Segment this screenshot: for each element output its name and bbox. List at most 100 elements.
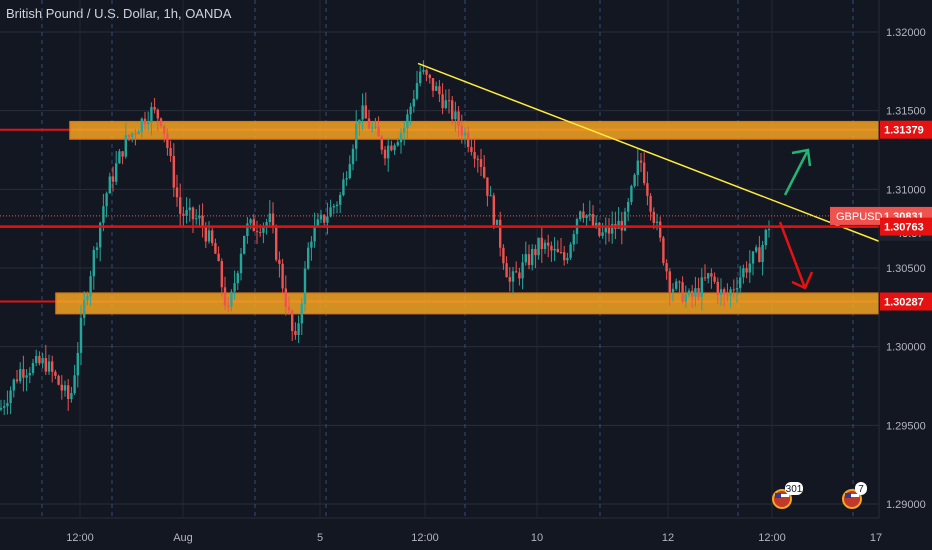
candle-body xyxy=(169,147,172,156)
candle-body xyxy=(150,107,153,123)
candle-body xyxy=(540,237,543,250)
price-tick-label: 1.31000 xyxy=(886,184,926,196)
candle-body xyxy=(115,163,118,182)
candle-body xyxy=(278,259,281,264)
candle-body xyxy=(134,133,137,135)
candle-body xyxy=(745,268,748,273)
candle-body xyxy=(127,134,131,138)
candle-body xyxy=(367,118,371,129)
time-axis-bg xyxy=(0,518,932,550)
candle-body xyxy=(179,197,182,214)
price-axis: 1.32000 1.31500 1.31000 1.30500 1.30000 1.295… xyxy=(878,0,932,550)
candle-body xyxy=(239,253,243,274)
candle-body xyxy=(233,283,236,292)
flag-canton xyxy=(775,493,781,498)
candle-body xyxy=(57,375,60,385)
candle-body xyxy=(563,252,566,261)
price-tick-label: 1.29000 xyxy=(886,499,926,511)
support-zone xyxy=(55,292,880,315)
candle-body xyxy=(633,174,636,187)
candle-body xyxy=(441,94,444,109)
candle-body xyxy=(527,254,531,265)
candle-body xyxy=(76,352,79,376)
badge-count-bg xyxy=(855,482,867,495)
candle-body xyxy=(31,362,35,374)
candles xyxy=(0,60,771,415)
resistance-price-label: 1.31379 xyxy=(884,125,924,137)
zones xyxy=(0,120,880,315)
candle-body xyxy=(92,249,95,277)
candle-body xyxy=(643,162,646,184)
candle-body xyxy=(259,231,262,233)
candle-body xyxy=(403,128,406,133)
candle-body xyxy=(102,206,105,223)
candle-body xyxy=(569,244,572,258)
badge-count: 7 xyxy=(858,484,864,495)
candle-body xyxy=(111,176,115,182)
candle-body xyxy=(707,273,710,279)
candle-body xyxy=(303,268,307,304)
candle-body xyxy=(585,215,588,219)
resistance-price-label-bg xyxy=(880,120,932,139)
candle-body xyxy=(380,136,383,150)
candle-body xyxy=(467,132,470,148)
candle-body xyxy=(137,131,140,135)
price-tick-label: 1.29500 xyxy=(886,420,926,432)
candle-body xyxy=(668,271,671,293)
candle-body xyxy=(227,305,230,307)
candle-body xyxy=(118,151,121,164)
candle-body xyxy=(652,211,655,223)
candle-body xyxy=(444,100,447,109)
candle-body xyxy=(457,111,460,126)
candle-body xyxy=(204,227,207,242)
candle-body xyxy=(246,223,249,236)
candle-body xyxy=(143,118,147,125)
time-tick-label: 12:00 xyxy=(411,532,439,544)
candle-body xyxy=(764,229,767,245)
candle-body xyxy=(716,281,719,295)
candle-body xyxy=(3,406,6,408)
candle-body xyxy=(617,220,620,229)
candle-body xyxy=(582,211,585,219)
price-tick-label: 1.31500 xyxy=(886,106,926,118)
candle-body xyxy=(35,356,38,363)
candle-body xyxy=(495,219,499,225)
candle-body xyxy=(531,249,534,265)
arrow-up-icon xyxy=(783,149,810,196)
candle-body xyxy=(729,289,732,296)
candle-body xyxy=(89,276,92,297)
candle-body xyxy=(742,268,745,278)
price-tick-label: 1.30500 xyxy=(886,263,926,275)
candle-body xyxy=(547,242,550,246)
candle-body xyxy=(332,206,335,208)
candle-body xyxy=(419,71,422,84)
candle-body xyxy=(15,379,19,382)
candle-body xyxy=(156,109,159,119)
candle-body xyxy=(153,107,156,110)
candle-body xyxy=(243,235,246,254)
candle-body xyxy=(463,132,467,136)
candle-body xyxy=(67,385,70,399)
candle-body xyxy=(697,288,700,297)
candle-body xyxy=(326,216,329,223)
candle-body xyxy=(300,303,303,324)
candle-body xyxy=(499,219,502,248)
candle-body xyxy=(220,261,223,288)
candle-body xyxy=(361,105,364,120)
support-price-label: 1.30287 xyxy=(884,297,924,309)
candle-body xyxy=(483,166,486,178)
candle-body xyxy=(726,294,729,296)
candle-body xyxy=(163,125,166,134)
candle-body xyxy=(60,384,63,391)
candle-body xyxy=(371,127,374,129)
candle-body xyxy=(476,158,479,160)
candle-body xyxy=(195,218,198,220)
chart-title: British Pound / U.S. Dollar, 1h, OANDA xyxy=(6,6,232,21)
candle-body xyxy=(694,288,697,297)
candle-body xyxy=(409,106,412,115)
candle-body xyxy=(719,289,723,295)
candle-body xyxy=(415,83,419,99)
candle-body xyxy=(607,227,611,234)
